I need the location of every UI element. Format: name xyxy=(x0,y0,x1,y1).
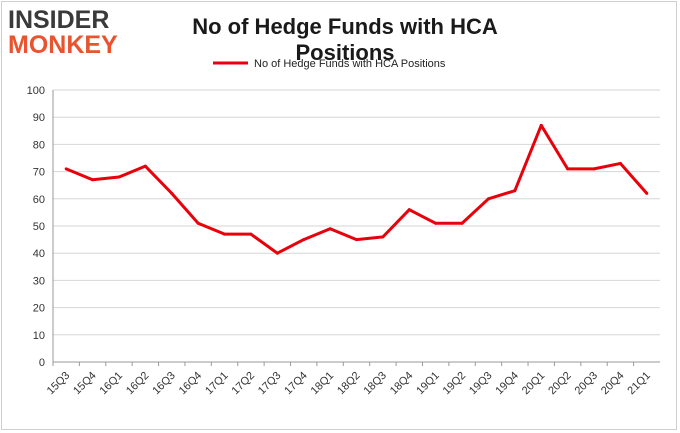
x-tick-label: 18Q4 xyxy=(388,370,416,398)
x-tick-label: 19Q4 xyxy=(493,370,521,398)
x-tick-label: 20Q3 xyxy=(573,370,601,398)
x-tick-label: 18Q3 xyxy=(361,370,389,398)
data-point-18Q2 xyxy=(355,238,358,242)
data-point-18Q1 xyxy=(328,227,332,231)
data-point-19Q1 xyxy=(434,221,438,225)
data-point-16Q1 xyxy=(117,175,121,179)
y-tick-label: 60 xyxy=(33,194,45,206)
x-tick-label: 17Q4 xyxy=(282,370,310,398)
data-point-15Q3 xyxy=(64,167,68,171)
y-tick-label: 50 xyxy=(33,221,45,233)
y-tick-label: 10 xyxy=(33,330,45,342)
x-axis-ticks: 15Q315Q416Q116Q216Q316Q417Q117Q217Q317Q4… xyxy=(45,362,653,397)
x-tick-label: 16Q3 xyxy=(150,370,178,398)
data-point-19Q2 xyxy=(460,221,464,225)
data-point-15Q4 xyxy=(91,178,95,182)
data-point-18Q4 xyxy=(407,208,411,212)
y-tick-label: 90 xyxy=(33,112,45,124)
x-tick-label: 17Q3 xyxy=(256,370,284,398)
data-point-17Q3 xyxy=(275,251,279,255)
grid-lines xyxy=(52,89,660,363)
data-point-19Q4 xyxy=(513,189,517,193)
x-tick-label: 16Q2 xyxy=(124,370,152,398)
x-tick-label: 19Q3 xyxy=(467,370,495,398)
data-point-20Q2 xyxy=(566,167,570,171)
data-point-20Q4 xyxy=(618,161,622,165)
logo-line-1: INSIDER xyxy=(8,6,110,34)
data-point-17Q4 xyxy=(302,238,306,242)
data-point-16Q2 xyxy=(143,164,147,168)
x-tick-label: 17Q1 xyxy=(203,370,231,398)
series-layer xyxy=(64,123,649,255)
x-tick-label: 20Q1 xyxy=(520,370,548,398)
chart-title: No of Hedge Funds with HCA Positions xyxy=(192,14,498,65)
x-tick-label: 16Q1 xyxy=(98,370,126,398)
data-point-20Q1 xyxy=(539,123,543,127)
data-point-21Q1 xyxy=(645,191,649,195)
x-tick-label: 16Q4 xyxy=(177,370,205,398)
legend-label: No of Hedge Funds with HCA Positions xyxy=(254,58,446,70)
data-point-16Q4 xyxy=(196,221,200,225)
x-tick-label: 19Q2 xyxy=(441,370,469,398)
data-point-16Q3 xyxy=(170,191,174,195)
x-tick-label: 18Q1 xyxy=(309,370,337,398)
logo-line-2: MONKEY xyxy=(8,31,118,59)
x-tick-label: 18Q2 xyxy=(335,370,363,398)
y-tick-label: 20 xyxy=(33,303,45,315)
x-tick-label: 20Q4 xyxy=(599,370,627,398)
x-tick-label: 21Q1 xyxy=(625,370,653,398)
data-point-17Q2 xyxy=(249,232,253,236)
y-tick-label: 40 xyxy=(33,248,45,260)
y-axis-ticks: 0 10 20 30 40 50 60 70 80 90 100 xyxy=(27,85,45,369)
x-tick-label: 15Q4 xyxy=(71,370,99,398)
y-tick-label: 30 xyxy=(33,275,45,287)
insider-monkey-logo: INSIDER MONKEY xyxy=(8,8,118,58)
x-tick-label: 20Q2 xyxy=(546,370,574,398)
y-tick-label: 0 xyxy=(39,357,45,369)
y-tick-label: 70 xyxy=(33,167,45,179)
y-tick-label: 80 xyxy=(33,139,45,151)
x-tick-label: 19Q1 xyxy=(414,370,442,398)
data-point-19Q3 xyxy=(486,197,490,201)
data-point-18Q3 xyxy=(381,235,385,239)
legend: No of Hedge Funds with HCA Positions xyxy=(213,58,446,70)
data-point-20Q3 xyxy=(592,167,596,171)
x-tick-label: 15Q3 xyxy=(45,370,73,398)
data-point-17Q1 xyxy=(223,232,227,236)
x-tick-label: 17Q2 xyxy=(230,370,258,398)
y-tick-label: 100 xyxy=(27,85,45,97)
